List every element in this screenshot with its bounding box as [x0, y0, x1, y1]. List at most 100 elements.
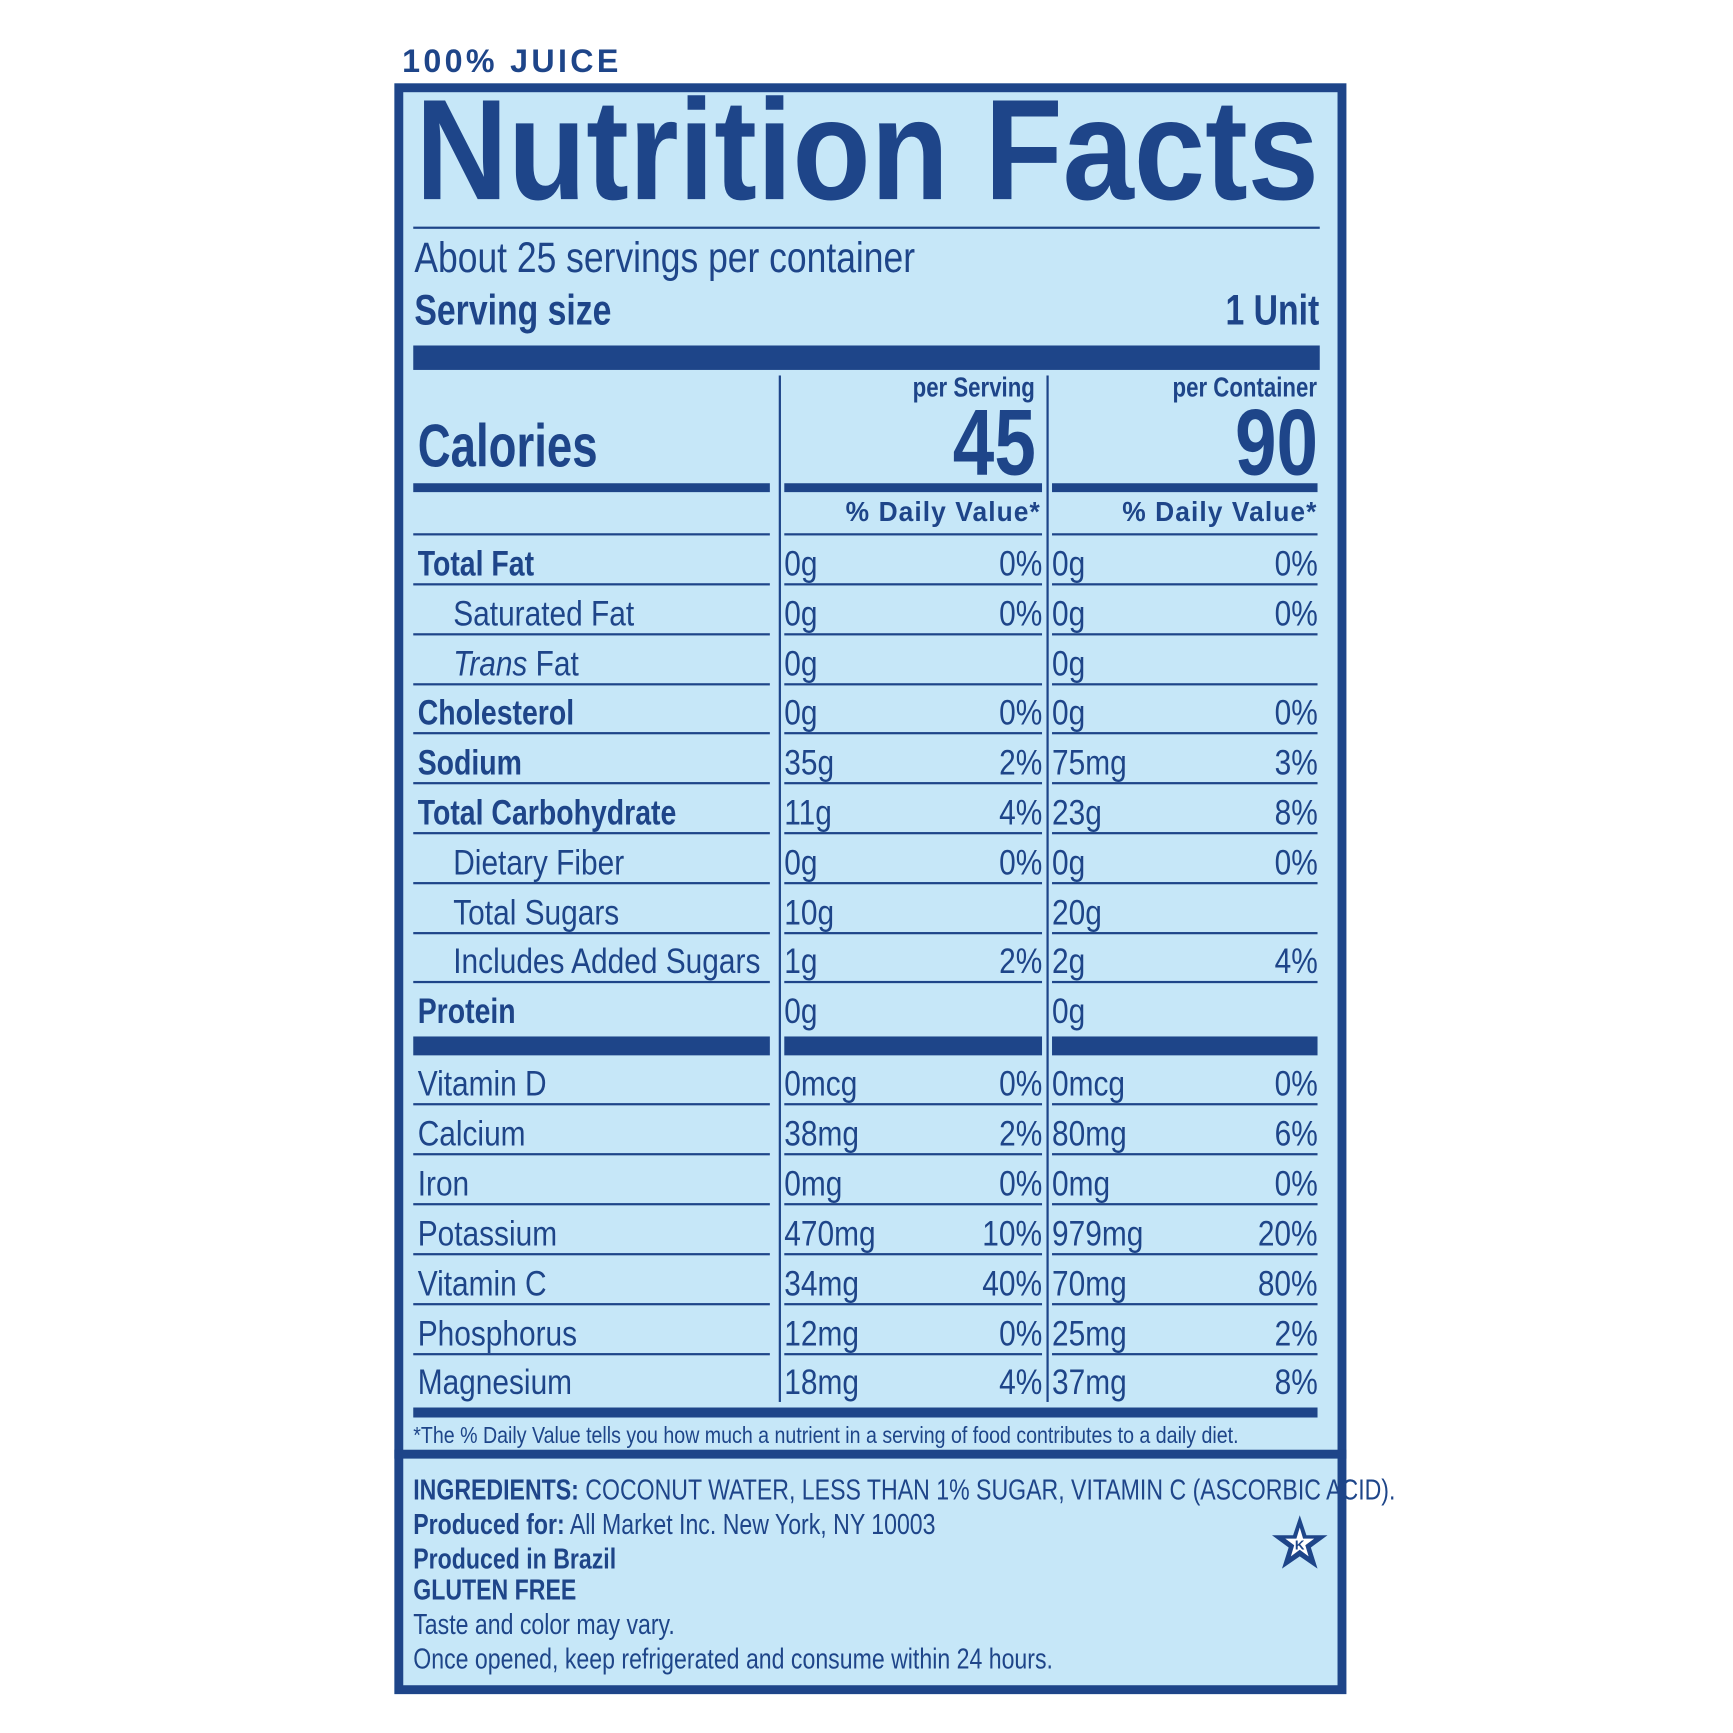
nutrient-label-cell: Trans Fat: [413, 635, 770, 685]
per-serving-cell: 18mg 4%: [784, 1355, 1042, 1402]
per-serving-cell: 0g 0%: [784, 685, 1043, 735]
amount-value: 23g: [1052, 792, 1102, 833]
nutrient-label-cell: Sodium: [413, 735, 770, 785]
calories-label: Calories: [417, 413, 598, 480]
nutrient-label-cell: Potassium: [413, 1205, 770, 1255]
per-container-cell: 0g 0%: [1052, 685, 1318, 735]
amount-value: 2g: [1052, 941, 1086, 982]
nutrient-label: Cholesterol: [417, 692, 575, 733]
amount-value: 0g: [1052, 592, 1086, 633]
page-title: Nutrition Facts: [415, 69, 1319, 230]
per-serving-cell: 11g 4%: [784, 784, 1043, 835]
amount-value: 0g: [784, 543, 818, 584]
amount-value: 0g: [784, 592, 818, 633]
per-container-cell: 2g 4%: [1052, 934, 1318, 984]
amount-value: 0g: [1052, 642, 1086, 683]
nutrient-label-text: Fat: [535, 642, 579, 683]
produced-for-text: All Market Inc. New York, NY 10003: [569, 1507, 936, 1541]
nutrient-label: Calcium: [417, 1113, 526, 1153]
amount-value: 0mg: [784, 1162, 843, 1203]
divider: [1052, 533, 1318, 536]
serving-size-label: Serving size: [414, 287, 612, 335]
calories-bar: [413, 483, 770, 493]
nutrient-label: Protein: [417, 991, 516, 1032]
taste-note: Taste and color may vary.: [413, 1607, 675, 1641]
per-container-cell: 0g 0%: [1052, 834, 1318, 885]
daily-value-percent: 0%: [998, 692, 1043, 733]
kosher-letter: K: [1295, 1538, 1305, 1553]
nutrient-label-cell: Magnesium: [413, 1355, 770, 1402]
daily-value-percent: 4%: [998, 792, 1043, 833]
per-container-cell: 0mg 0%: [1052, 1155, 1318, 1206]
nutrient-label: Potassium: [417, 1212, 558, 1253]
daily-value-percent: 2%: [1274, 1312, 1318, 1353]
nutrient-label-cell: Includes Added Sugars: [413, 934, 770, 984]
produced-for-label: Produced for:: [413, 1507, 565, 1541]
nutrient-label-cell: Iron: [413, 1155, 770, 1206]
amount-value: 38mg: [784, 1113, 859, 1153]
daily-value-percent: 0%: [998, 1063, 1043, 1104]
nutrient-label: Magnesium: [417, 1362, 573, 1403]
per-container-cell: 75mg 3%: [1052, 735, 1318, 785]
nutrient-label: Trans Fat: [453, 635, 579, 691]
per-serving-cell: 38mg 2%: [784, 1105, 1043, 1156]
serving-size-value: 1 Unit: [1225, 287, 1320, 335]
divider: [413, 533, 770, 536]
amount-value: 80mg: [1052, 1113, 1127, 1153]
per-serving-cell: 35g 2%: [784, 735, 1043, 785]
nutrient-label: Dietary Fiber: [453, 841, 625, 882]
amount-value: 12mg: [784, 1312, 859, 1353]
nutrient-label-cell: Total Sugars: [413, 884, 770, 934]
per-serving-cell: 10g: [784, 884, 1043, 934]
calories-per-container: 90: [1234, 389, 1318, 495]
ingredients-label: INGREDIENTS:: [413, 1473, 579, 1507]
amount-value: 0g: [784, 642, 818, 683]
daily-value-percent: 0%: [998, 592, 1043, 633]
per-serving-cell: 12mg 0%: [784, 1305, 1043, 1355]
amount-value: 0g: [784, 991, 818, 1032]
nutrient-label: Vitamin C: [417, 1262, 547, 1303]
daily-value-percent: 8%: [1274, 792, 1318, 833]
nutrient-label: Iron: [417, 1162, 470, 1203]
daily-value-percent: 2%: [998, 742, 1043, 783]
amount-value: 37mg: [1052, 1362, 1127, 1403]
daily-value-percent: 3%: [1274, 742, 1318, 783]
per-container-cell: 0g: [1052, 635, 1318, 685]
nutrient-label: Includes Added Sugars: [453, 941, 761, 982]
per-container-cell: 80mg 6%: [1052, 1105, 1318, 1156]
nutrient-label-cell: Dietary Fiber: [413, 834, 770, 885]
daily-value-percent: 2%: [998, 1113, 1043, 1153]
footnote: *The % Daily Value tells you how much a …: [413, 1423, 1239, 1449]
thick-divider: [413, 1036, 770, 1056]
daily-value-percent: 0%: [998, 1162, 1043, 1203]
nutrient-label-cell: Vitamin D: [413, 1055, 770, 1106]
amount-value: 470mg: [784, 1212, 876, 1253]
per-serving-cell: 0g: [784, 983, 1042, 1031]
thick-divider: [1052, 1036, 1318, 1056]
per-container-cell: 20g: [1052, 884, 1318, 934]
daily-value-percent: 40%: [982, 1262, 1043, 1303]
amount-value: 0g: [1052, 841, 1086, 882]
column-divider: [778, 375, 781, 1402]
amount-value: 0g: [1052, 991, 1086, 1032]
nutrient-label: Total Sugars: [453, 891, 620, 932]
per-container-cell: 23g 8%: [1052, 784, 1318, 835]
gluten-free: GLUTEN FREE: [413, 1573, 577, 1607]
nutrient-label: Total Fat: [417, 543, 535, 584]
daily-value-percent: 0%: [1274, 692, 1318, 733]
amount-value: 0mcg: [784, 1063, 858, 1104]
calories-bar: [784, 483, 1043, 493]
daily-value-percent: 0%: [1274, 543, 1318, 584]
storage-note: Once opened, keep refrigerated and consu…: [413, 1641, 1053, 1676]
per-container-cell: 37mg 8%: [1052, 1355, 1318, 1402]
daily-value-percent: 0%: [998, 841, 1043, 882]
divider: [784, 533, 1043, 536]
nutrient-label-cell: Total Carbohydrate: [413, 784, 770, 835]
per-serving-cell: 1g 2%: [784, 934, 1043, 984]
amount-value: 34mg: [784, 1262, 859, 1303]
daily-value-percent: 20%: [1257, 1212, 1318, 1253]
per-serving-cell: 0g 0%: [784, 535, 1043, 586]
daily-value-percent: 10%: [982, 1212, 1043, 1253]
amount-value: 0mcg: [1052, 1063, 1126, 1104]
